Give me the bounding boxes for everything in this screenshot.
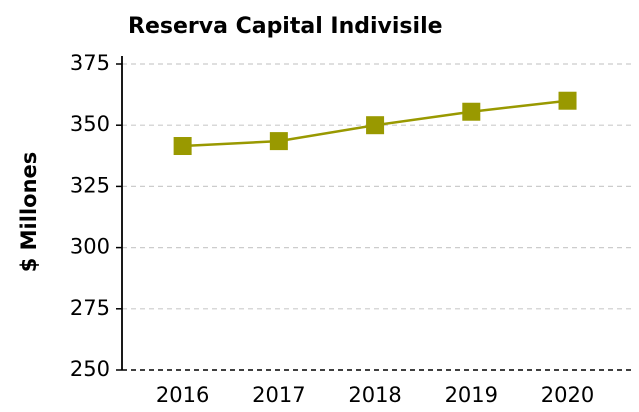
marker (558, 91, 577, 110)
x-tick-label: 2020 (541, 383, 594, 407)
x-tick-label: 2017 (252, 383, 305, 407)
y-tick-label: 300 (70, 235, 110, 259)
x-tick-label: 2016 (156, 383, 209, 407)
chart-title: Reserva Capital Indivisile (128, 14, 443, 39)
marker (173, 137, 192, 156)
y-tick-label: 350 (70, 112, 110, 136)
marker (366, 116, 385, 135)
y-tick-label: 375 (70, 51, 110, 75)
y-tick-label: 325 (70, 173, 110, 197)
y-axis-label: $ Millones (17, 152, 41, 273)
marker (462, 102, 481, 121)
x-tick-label: 2018 (348, 383, 401, 407)
y-tick-label: 250 (70, 357, 110, 381)
y-tick-label: 275 (70, 296, 110, 320)
x-tick-label: 2019 (445, 383, 498, 407)
marker (269, 132, 288, 151)
